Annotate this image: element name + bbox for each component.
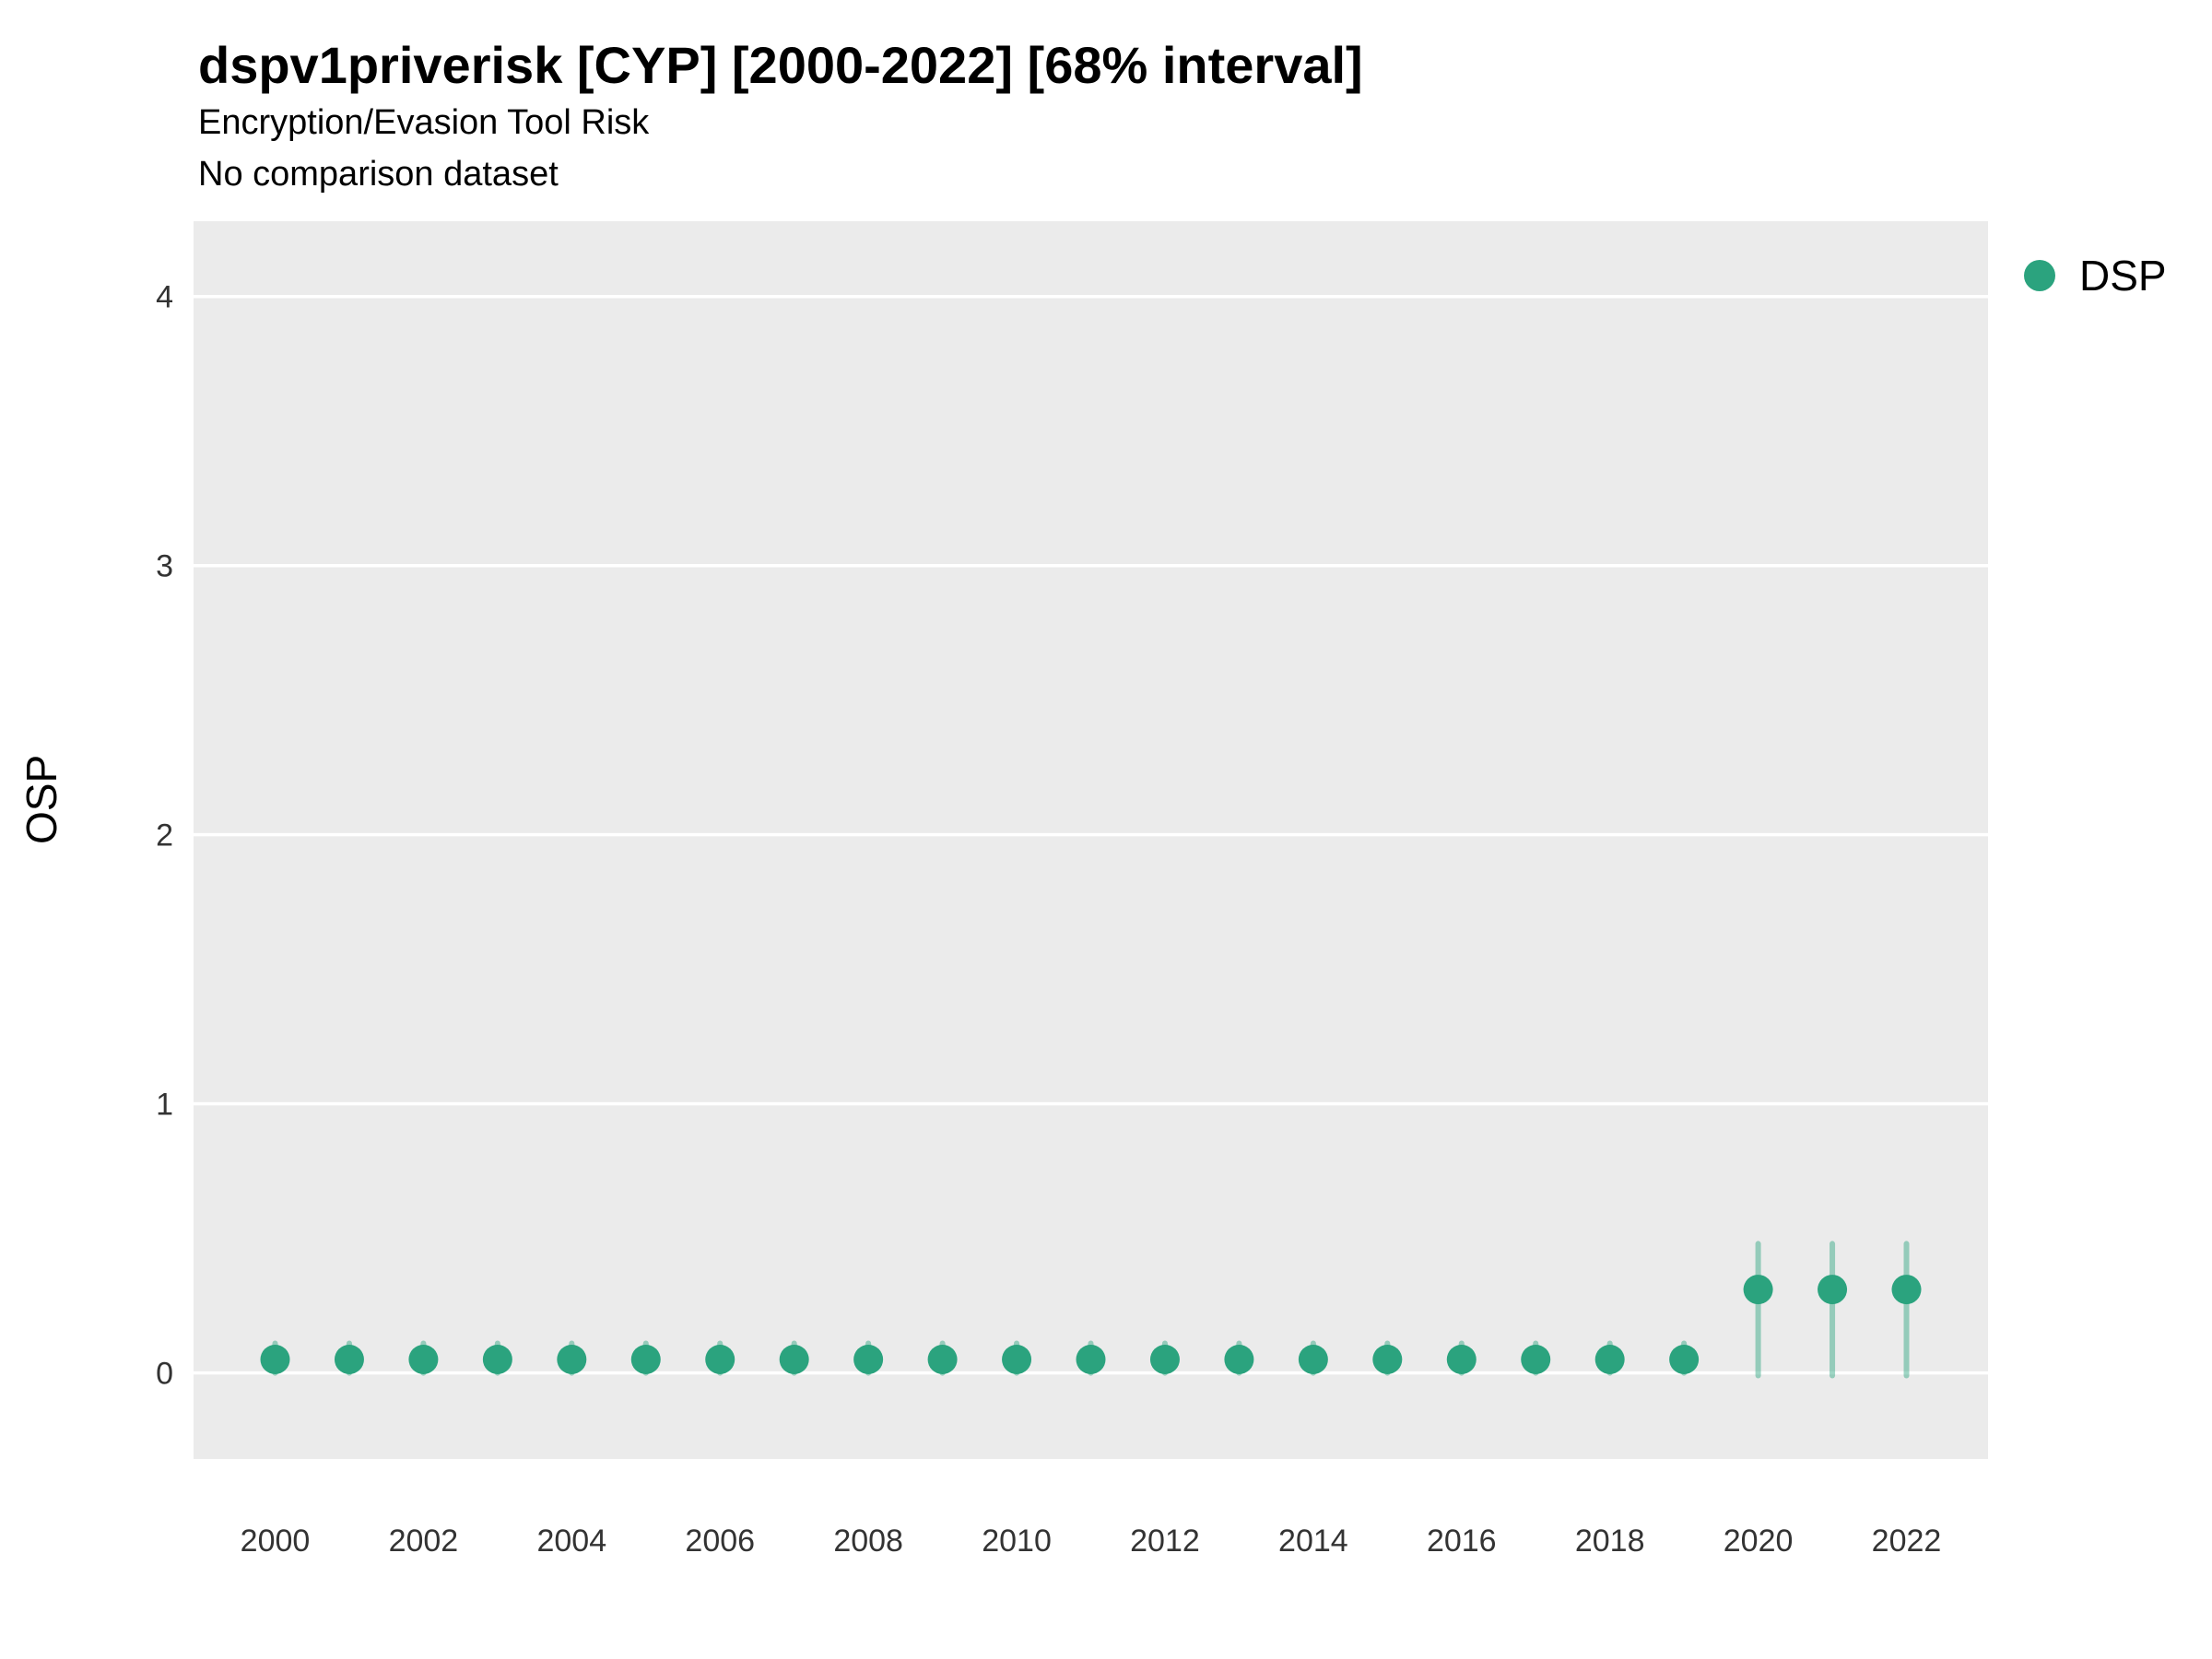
- data-point: [1002, 1344, 1032, 1374]
- x-tick-label: 2006: [685, 1524, 755, 1559]
- y-tick-label: 3: [156, 549, 173, 584]
- x-tick-label: 2020: [1724, 1524, 1794, 1559]
- data-point: [1743, 1275, 1773, 1305]
- data-point: [260, 1344, 290, 1374]
- x-tick-label: 2000: [241, 1524, 311, 1559]
- data-point: [705, 1344, 735, 1374]
- data-point: [408, 1344, 439, 1374]
- data-point: [1298, 1344, 1328, 1374]
- data-point: [1076, 1344, 1106, 1374]
- legend-dot-icon: [2024, 260, 2055, 291]
- data-point: [1149, 1344, 1180, 1374]
- x-tick-label: 2018: [1575, 1524, 1645, 1559]
- x-tick-label: 2002: [389, 1524, 459, 1559]
- legend: DSP: [2024, 251, 2167, 300]
- data-point: [1372, 1344, 1403, 1374]
- data-point: [557, 1344, 587, 1374]
- data-point: [334, 1344, 364, 1374]
- chart-note: No comparison dataset: [198, 155, 559, 194]
- x-tick-label: 2008: [833, 1524, 903, 1559]
- data-point: [482, 1344, 512, 1374]
- data-point: [927, 1344, 958, 1374]
- chart-title: dspv1priverisk [CYP] [2000-2022] [68% in…: [198, 36, 1363, 94]
- data-point: [1669, 1344, 1700, 1374]
- y-tick-label: 2: [156, 818, 173, 853]
- x-tick-label: 2016: [1427, 1524, 1497, 1559]
- y-tick-label: 1: [156, 1088, 173, 1123]
- x-tick-label: 2014: [1278, 1524, 1348, 1559]
- y-tick-label: 4: [156, 280, 173, 315]
- chart-subtitle: Encryption/Evasion Tool Risk: [198, 103, 650, 142]
- data-point: [1594, 1344, 1625, 1374]
- x-tick-label: 2022: [1872, 1524, 1942, 1559]
- data-point: [853, 1344, 884, 1374]
- x-tick-label: 2004: [536, 1524, 606, 1559]
- plot-panel: [194, 221, 1988, 1459]
- data-point: [1521, 1344, 1551, 1374]
- data-point: [1818, 1275, 1848, 1305]
- data-point: [779, 1344, 809, 1374]
- data-point: [1446, 1344, 1477, 1374]
- data-point: [630, 1344, 661, 1374]
- legend-label: DSP: [2079, 252, 2167, 300]
- y-tick-label: 0: [156, 1357, 173, 1392]
- x-tick-label: 2012: [1130, 1524, 1200, 1559]
- data-point: [1224, 1344, 1254, 1374]
- data-point: [1891, 1275, 1922, 1305]
- x-tick-label: 2010: [982, 1524, 1052, 1559]
